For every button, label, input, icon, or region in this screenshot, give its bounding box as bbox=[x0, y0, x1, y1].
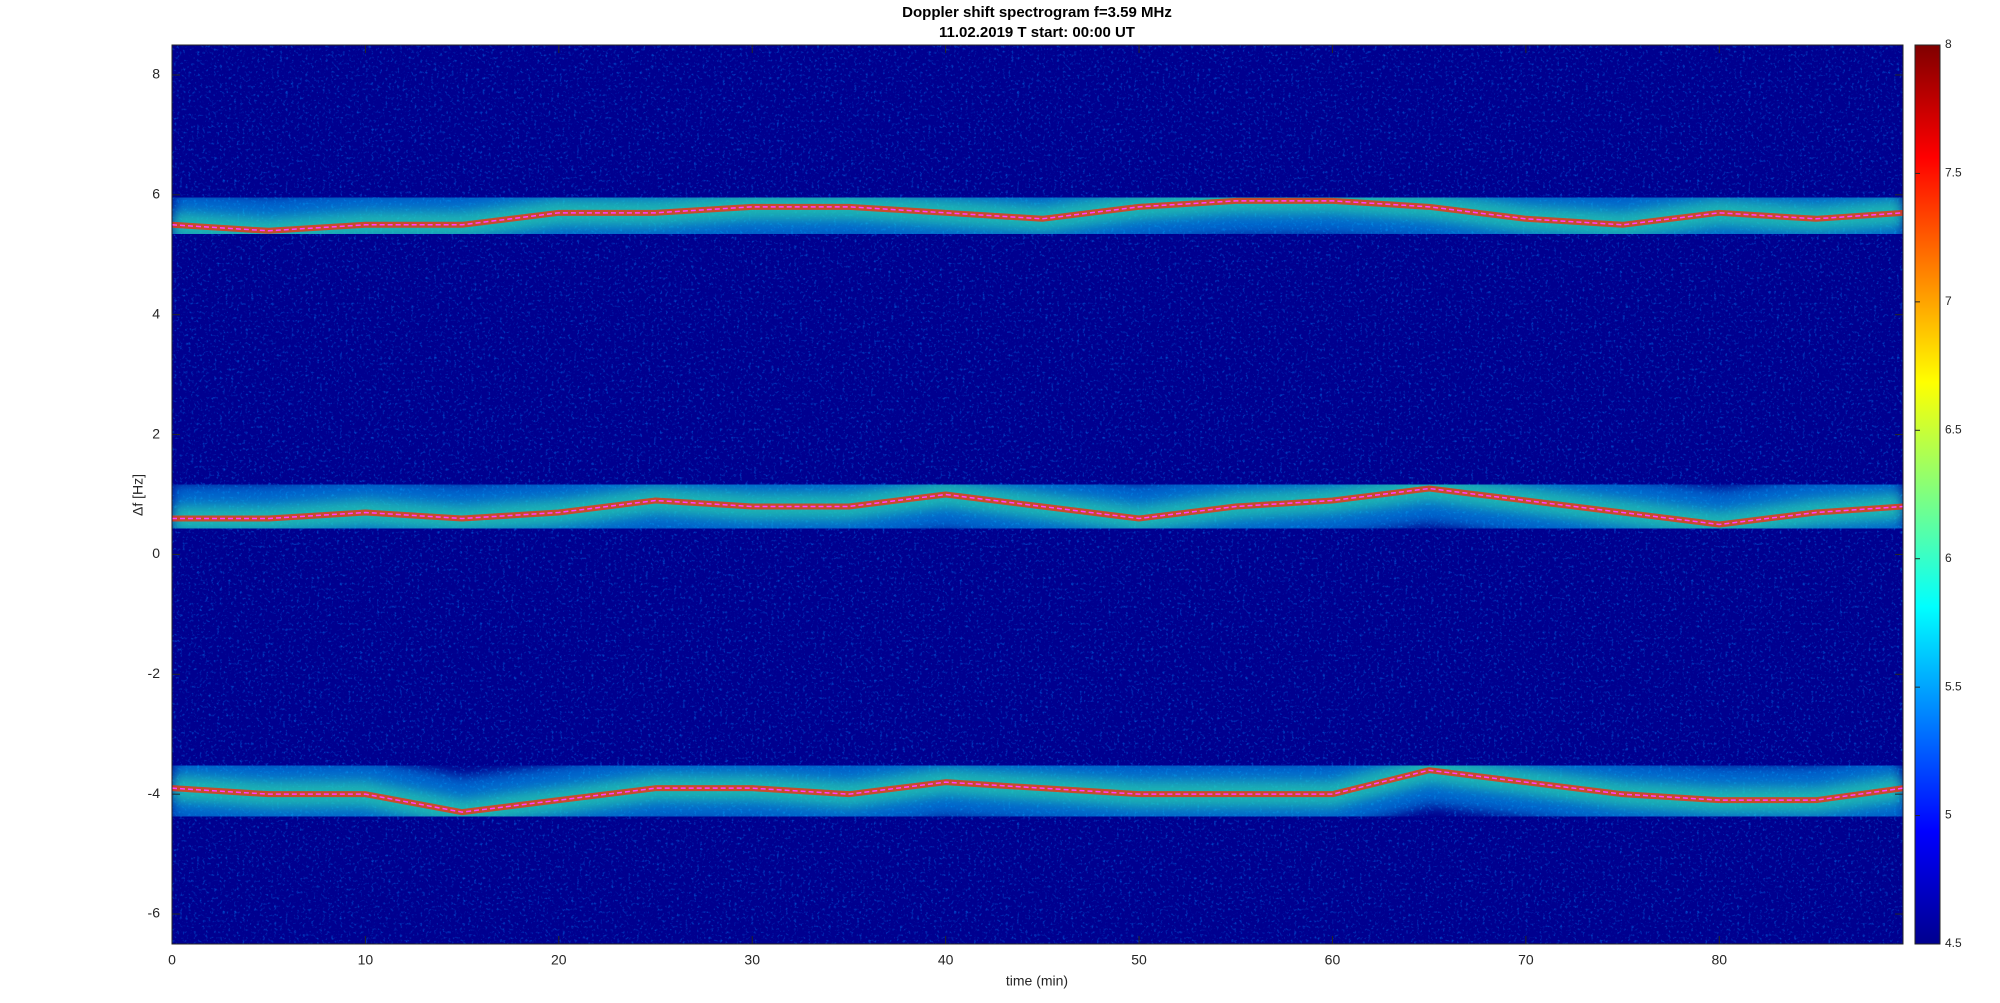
colorbar bbox=[1914, 44, 1941, 945]
y-tick-label: 0 bbox=[152, 545, 160, 561]
colorbar-tick-label: 6 bbox=[1945, 551, 1952, 565]
x-tick-label: 70 bbox=[1518, 952, 1534, 968]
x-tick-label: 20 bbox=[551, 952, 567, 968]
x-tick-label: 60 bbox=[1325, 952, 1341, 968]
colorbar-tick-label: 7 bbox=[1945, 294, 1952, 308]
x-tick-label: 80 bbox=[1711, 952, 1727, 968]
y-tick-label: 6 bbox=[152, 186, 160, 202]
y-tick-label: -6 bbox=[148, 905, 161, 921]
trace-line bbox=[172, 200, 1903, 232]
colorbar-tick-label: 6.5 bbox=[1945, 422, 1962, 436]
y-tick-label: -2 bbox=[148, 665, 161, 681]
trace-line bbox=[172, 769, 1903, 813]
colorbar-tick-label: 8 bbox=[1945, 37, 1952, 51]
colorbar-tick-label: 7.5 bbox=[1945, 166, 1962, 180]
chart-subtitle: 11.02.2019 T start: 00:00 UT bbox=[939, 24, 1135, 41]
x-tick-label: 30 bbox=[744, 952, 760, 968]
x-tick-label: 40 bbox=[938, 952, 954, 968]
x-tick-label: 0 bbox=[168, 952, 176, 968]
y-tick-label: 2 bbox=[152, 425, 160, 441]
colorbar-tick-label: 4.5 bbox=[1945, 936, 1962, 950]
x-tick-label: 50 bbox=[1131, 952, 1147, 968]
x-axis-label: time (min) bbox=[1006, 973, 1068, 989]
plot-frame bbox=[171, 44, 1904, 945]
trace-line bbox=[172, 487, 1903, 526]
chart-title: Doppler shift spectrogram f=3.59 MHz bbox=[902, 4, 1172, 21]
colorbar-tick-label: 5 bbox=[1945, 808, 1952, 822]
x-tick-label: 10 bbox=[358, 952, 374, 968]
y-tick-label: 4 bbox=[152, 305, 160, 321]
plot-area bbox=[172, 165, 1903, 848]
y-axis-label: Δf [Hz] bbox=[130, 474, 146, 516]
colorbar-tick-label: 5.5 bbox=[1945, 679, 1962, 693]
y-tick-label: 8 bbox=[152, 66, 160, 82]
y-tick-label: -4 bbox=[148, 785, 161, 801]
